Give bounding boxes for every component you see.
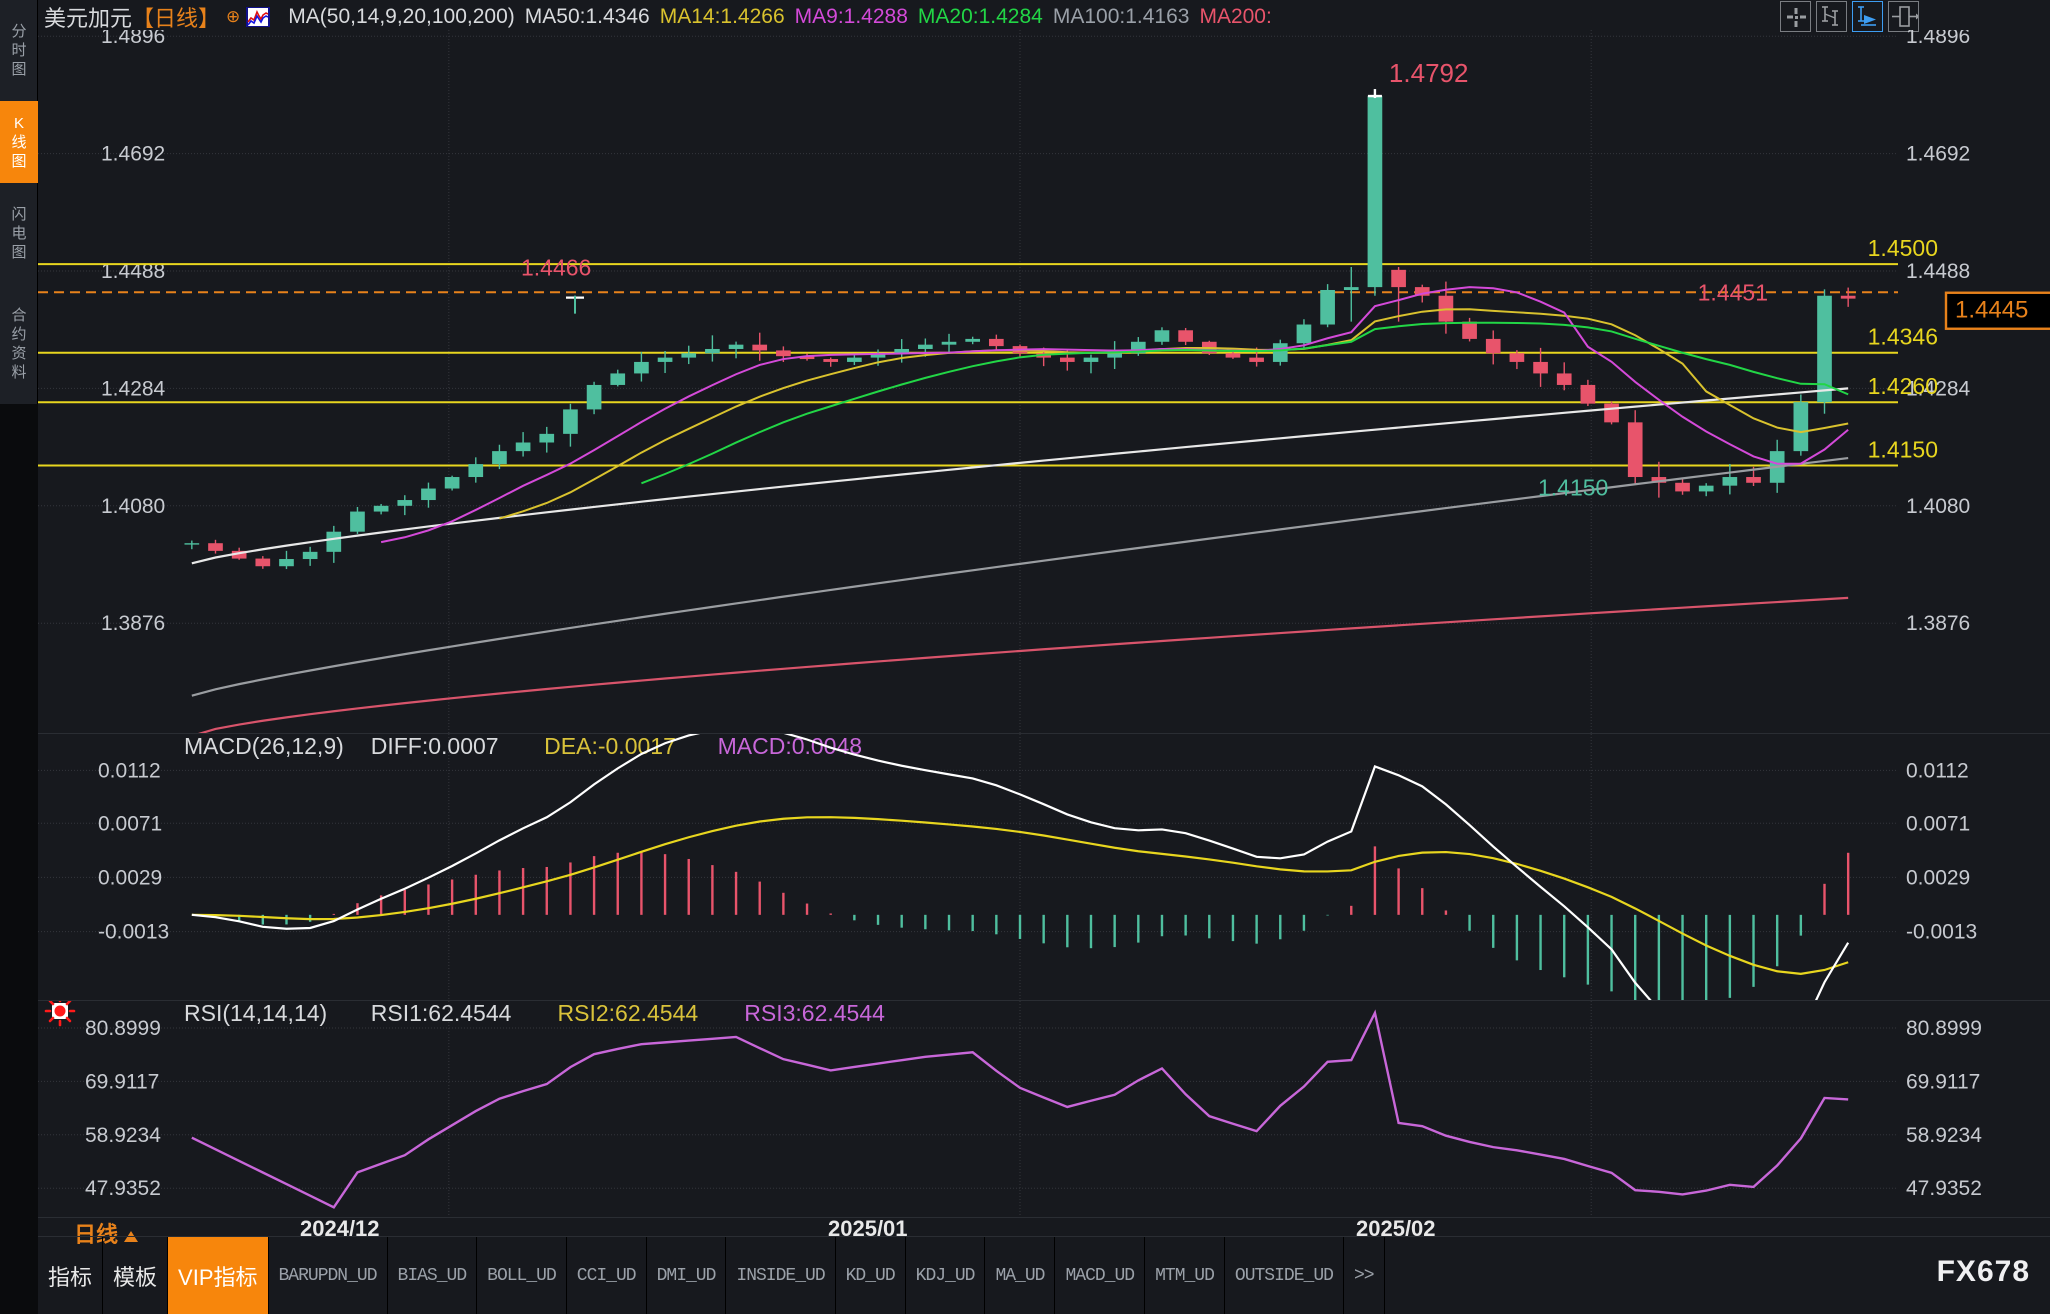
svg-text:1.4445: 1.4445 bbox=[1955, 297, 2028, 324]
svg-text:1.4346: 1.4346 bbox=[1868, 324, 1938, 350]
svg-text:1.4150: 1.4150 bbox=[1868, 437, 1938, 463]
svg-text:1.4896: 1.4896 bbox=[1906, 30, 1970, 48]
svg-text:1.4692: 1.4692 bbox=[101, 143, 165, 166]
svg-text:0.0029: 0.0029 bbox=[1906, 866, 1970, 889]
svg-text:1.4150: 1.4150 bbox=[1538, 475, 1608, 501]
svg-text:RSI(14,14,14): RSI(14,14,14) bbox=[184, 1001, 327, 1026]
svg-text:47.9352: 47.9352 bbox=[1906, 1177, 1982, 1200]
svg-text:58.9234: 58.9234 bbox=[85, 1124, 161, 1147]
svg-text:80.8999: 80.8999 bbox=[85, 1017, 161, 1040]
svg-text:RSI2:62.4544: RSI2:62.4544 bbox=[558, 1001, 699, 1026]
svg-text:-0.0013: -0.0013 bbox=[98, 921, 169, 944]
svg-text:1.4284: 1.4284 bbox=[101, 377, 166, 400]
svg-text:MACD(26,12,9): MACD(26,12,9) bbox=[184, 734, 344, 759]
svg-text:1.4500: 1.4500 bbox=[1868, 235, 1938, 261]
svg-text:1.4451: 1.4451 bbox=[1698, 279, 1768, 305]
svg-text:1.4488: 1.4488 bbox=[1906, 260, 1970, 283]
svg-text:1.4792: 1.4792 bbox=[1389, 58, 1469, 88]
svg-text:RSI1:62.4544: RSI1:62.4544 bbox=[371, 1001, 512, 1026]
svg-text:MACD:0.0048: MACD:0.0048 bbox=[718, 734, 862, 759]
svg-text:0.0112: 0.0112 bbox=[98, 759, 161, 782]
svg-text:1.4080: 1.4080 bbox=[1906, 495, 1970, 518]
svg-text:1.4260: 1.4260 bbox=[1868, 373, 1938, 399]
svg-text:1.4080: 1.4080 bbox=[101, 495, 165, 518]
svg-text:0.0029: 0.0029 bbox=[98, 866, 162, 889]
svg-text:1.3876: 1.3876 bbox=[101, 612, 165, 635]
svg-text:58.9234: 58.9234 bbox=[1906, 1124, 1982, 1147]
svg-text:0.0071: 0.0071 bbox=[1906, 812, 1970, 835]
svg-text:RSI3:62.4544: RSI3:62.4544 bbox=[744, 1001, 885, 1026]
svg-text:-0.0013: -0.0013 bbox=[1906, 921, 1977, 944]
svg-text:69.9117: 69.9117 bbox=[1906, 1070, 1980, 1093]
svg-text:1.3876: 1.3876 bbox=[1906, 612, 1970, 635]
svg-text:DIFF:0.0007: DIFF:0.0007 bbox=[371, 734, 499, 759]
svg-text:1.4692: 1.4692 bbox=[1906, 143, 1970, 166]
svg-text:47.9352: 47.9352 bbox=[85, 1177, 161, 1200]
svg-text:69.9117: 69.9117 bbox=[85, 1070, 159, 1093]
svg-text:1.4896: 1.4896 bbox=[101, 30, 165, 48]
svg-text:80.8999: 80.8999 bbox=[1906, 1017, 1982, 1040]
svg-text:0.0112: 0.0112 bbox=[1906, 759, 1969, 782]
svg-text:0.0071: 0.0071 bbox=[98, 812, 162, 835]
svg-text:1.4466: 1.4466 bbox=[521, 255, 591, 281]
